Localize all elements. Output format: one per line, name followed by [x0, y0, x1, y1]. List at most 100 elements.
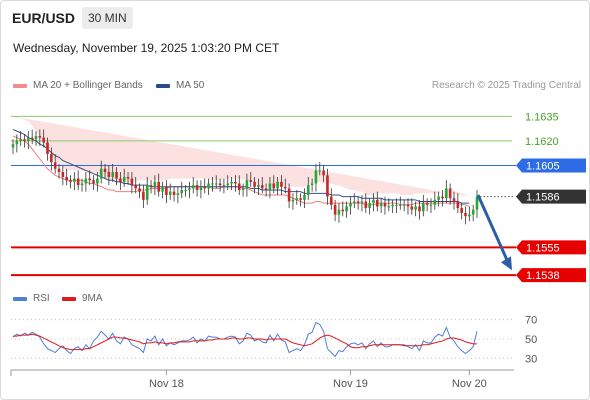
candle-body [406, 204, 410, 207]
projection-arrow-head [501, 256, 512, 271]
candle-body [122, 176, 126, 182]
level-label-1.1555: 1.1555 [526, 242, 560, 254]
candle-body [429, 204, 433, 206]
candle-body [84, 178, 88, 184]
candle-body [448, 188, 452, 199]
timeframe-button[interactable]: 30 MIN [82, 7, 133, 29]
candle-body [138, 188, 141, 192]
candle-body [475, 196, 479, 210]
level-label-1.1538: 1.1538 [526, 270, 560, 282]
level-label-1.1605: 1.1605 [526, 160, 560, 172]
candle-body [53, 162, 57, 169]
candle-body [161, 186, 164, 192]
candle-body [425, 203, 429, 205]
candle-body [38, 136, 42, 138]
candle-body [30, 137, 34, 140]
candle-body [23, 139, 26, 141]
candle-body [245, 180, 249, 189]
datetime-label: Wednesday, November 19, 2025 1:03:20 PM … [13, 41, 280, 55]
candle-body [211, 183, 214, 185]
candle-body [280, 181, 283, 187]
candle-body [34, 136, 38, 140]
candle-body [364, 201, 368, 209]
level-tag-1.1538: 1.1538 [516, 268, 586, 283]
rsi-tick-30: 30 [525, 353, 537, 365]
candle-body [191, 185, 195, 189]
candle-body [207, 183, 210, 189]
bollinger-band [13, 116, 470, 197]
candle-body [349, 203, 352, 207]
candle-body [310, 183, 314, 186]
candle-body [57, 168, 61, 173]
candle-body [468, 214, 471, 217]
candle-body [341, 209, 345, 212]
candle-body [61, 172, 65, 177]
candle-body [88, 178, 91, 181]
candle-body [387, 206, 391, 208]
candle-body [418, 206, 421, 212]
legend-ma20-label: MA 20 + Bollinger Bands [33, 80, 143, 91]
candle-body [445, 188, 448, 199]
rsi-tick-70: 70 [525, 315, 537, 327]
candle-body [180, 190, 184, 194]
candle-body [142, 191, 145, 200]
level-tag-box [516, 268, 586, 283]
candle-body [414, 206, 417, 210]
candle-body [299, 198, 302, 200]
candle-body [283, 186, 287, 189]
candle-body [184, 190, 187, 192]
candle-body [372, 199, 375, 204]
x-tick-label: Nov 19 [333, 378, 368, 390]
candle-body [322, 170, 325, 176]
candle-body [464, 212, 467, 217]
candle-body [318, 170, 322, 172]
candle-body [234, 181, 237, 184]
level-label-1.1635: 1.1635 [525, 111, 559, 123]
candle-body [27, 137, 30, 141]
legend-rsi-label: RSI [33, 293, 50, 304]
candle-body [383, 203, 387, 207]
candle-body [237, 183, 241, 191]
candle-body [375, 199, 379, 207]
level-label-1.1586: 1.1586 [526, 192, 560, 204]
candle-body [214, 183, 218, 185]
candle-body [153, 181, 157, 187]
candle-body [199, 186, 203, 191]
candle-body [46, 142, 49, 155]
candle-body [107, 172, 111, 177]
candle-body [241, 188, 245, 191]
candle-body [264, 188, 268, 191]
candle-body [456, 201, 460, 209]
legend-rsi-ma: 9MA [62, 293, 103, 304]
rsi-ma9-line [13, 333, 477, 351]
candle-body [410, 206, 414, 210]
candle-body [260, 185, 264, 189]
candle-body [379, 203, 383, 207]
legend-ma50-swatch [156, 83, 170, 88]
candle-body [119, 178, 122, 182]
candle-body [73, 178, 76, 182]
candle-body [326, 175, 329, 197]
candle-body [391, 204, 394, 207]
candle-body [452, 198, 456, 202]
candle-body [395, 204, 398, 206]
level-tag-box [516, 189, 586, 204]
candle-body [218, 183, 222, 186]
candle-body [268, 183, 272, 191]
candle-body [257, 185, 260, 187]
rsi-tick-50: 50 [525, 334, 537, 346]
candle-body [253, 181, 256, 187]
candle-body [291, 199, 295, 202]
x-tick-label: Nov 20 [452, 378, 487, 390]
ma20-line [12, 135, 470, 207]
candle-body [249, 180, 253, 182]
level-tag-box [516, 158, 586, 173]
candle-body [149, 185, 153, 187]
legend-rsi-ma-swatch [62, 296, 76, 301]
candle-body [115, 172, 118, 179]
candle-body [460, 208, 463, 213]
candle-body [103, 168, 107, 173]
rsi-line [12, 321, 478, 358]
legend-rsi: RSI [13, 293, 50, 304]
